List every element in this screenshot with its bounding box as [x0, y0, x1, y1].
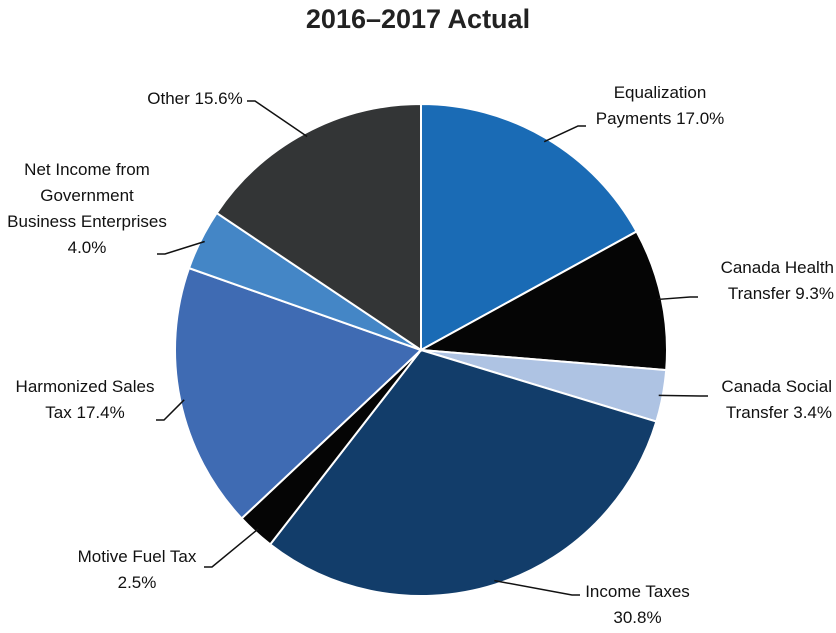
value-label: 15.6%	[194, 89, 243, 108]
category-name: Harmonized Sales Tax	[15, 377, 155, 422]
category-name: Income Taxes	[585, 582, 690, 601]
chart-title: 2016–2017 Actual	[305, 4, 531, 34]
category-name: Other	[147, 89, 190, 108]
value-label: 30.8%	[613, 608, 662, 627]
leader-line	[543, 125, 586, 143]
leader-line	[658, 394, 708, 397]
pie-slice	[174, 266, 423, 520]
leader-line	[157, 240, 205, 255]
value-label: 3.4%	[793, 403, 832, 422]
slice-label: Harmonized Sales Tax 17.4%	[5, 374, 165, 426]
leader-line	[247, 100, 308, 138]
value-label: 17.0%	[676, 109, 725, 128]
leader-line	[156, 399, 185, 421]
slice-label: Equalization Payments 17.0%	[575, 80, 745, 132]
pie-slice	[215, 102, 422, 352]
leader-line	[204, 528, 259, 568]
category-name: Canada Health Transfer	[720, 258, 834, 303]
slice-label: Income Taxes 30.8%	[565, 579, 710, 631]
pie-slice	[268, 348, 658, 597]
slice-label: Canada Social Transfer 3.4%	[690, 374, 832, 426]
leader-line	[494, 579, 580, 596]
slice-label: Canada Health Transfer 9.3%	[688, 255, 834, 307]
pie-slice	[420, 102, 638, 352]
value-label: 17.4%	[76, 403, 125, 422]
value-label: 4.0%	[67, 238, 107, 257]
category-name: Net Income from Government Business Ente…	[7, 160, 167, 231]
slice-label: Motive Fuel Tax 2.5%	[58, 544, 216, 596]
slice-label: Net Income from Government Business Ente…	[6, 157, 168, 261]
category-name: Motive Fuel Tax	[77, 547, 197, 566]
leader-line	[657, 296, 698, 301]
category-name: Equalization Payments	[595, 83, 707, 128]
value-label: 2.5%	[117, 573, 157, 592]
value-label: 9.3%	[795, 284, 834, 303]
category-name: Canada Social Transfer	[721, 377, 832, 422]
slice-label: Other 15.6%	[138, 86, 252, 112]
